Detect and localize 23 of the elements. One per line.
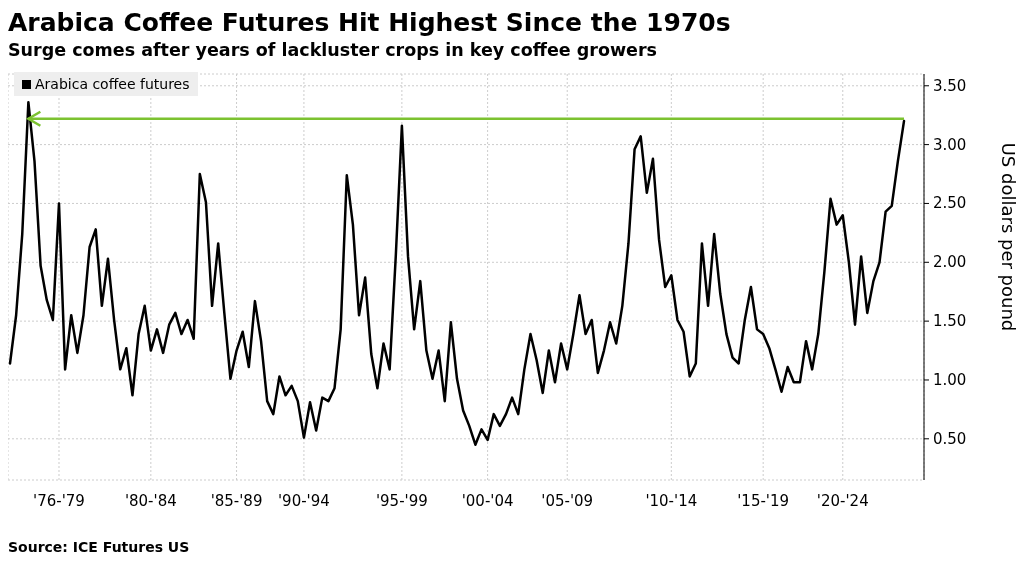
line-series bbox=[8, 100, 906, 446]
y-axis-title: US dollars per pound bbox=[998, 142, 1019, 332]
x-tick-label: '90-'94 bbox=[278, 492, 330, 510]
x-tick-label: '95-'99 bbox=[375, 492, 428, 510]
x-tick-label: '05-'09 bbox=[541, 492, 594, 510]
source-note: Source: ICE Futures US bbox=[8, 538, 191, 556]
y-tick-label: 1.00 bbox=[933, 370, 967, 389]
y-tick-label: 0.50 bbox=[933, 429, 967, 448]
x-tick-label: '80-'84 bbox=[124, 492, 177, 510]
x-tick-label: '20-'24 bbox=[816, 492, 869, 510]
chart-title: Arabica Coffee Futures Hit Highest Since the 1970s bbox=[8, 8, 732, 38]
y-tick-label: 3.00 bbox=[933, 135, 967, 154]
x-tick-label: '00-'04 bbox=[461, 492, 514, 510]
legend-label: Arabica coffee futures bbox=[35, 76, 190, 92]
y-tick-label: 2.50 bbox=[933, 194, 967, 213]
chart-subtitle: Surge comes after years of lackluster crops in key coffee growers bbox=[8, 39, 658, 62]
y-tick-label: 2.00 bbox=[933, 253, 967, 272]
x-tick-label: '10-'14 bbox=[645, 492, 698, 510]
x-tick-label: '15-'19 bbox=[737, 492, 790, 510]
y-tick-label: 3.50 bbox=[933, 76, 967, 95]
x-tick-label: '85-'89 bbox=[210, 492, 263, 510]
x-tick-label: '76-'79 bbox=[33, 492, 85, 510]
y-tick-label: 1.50 bbox=[933, 312, 967, 331]
